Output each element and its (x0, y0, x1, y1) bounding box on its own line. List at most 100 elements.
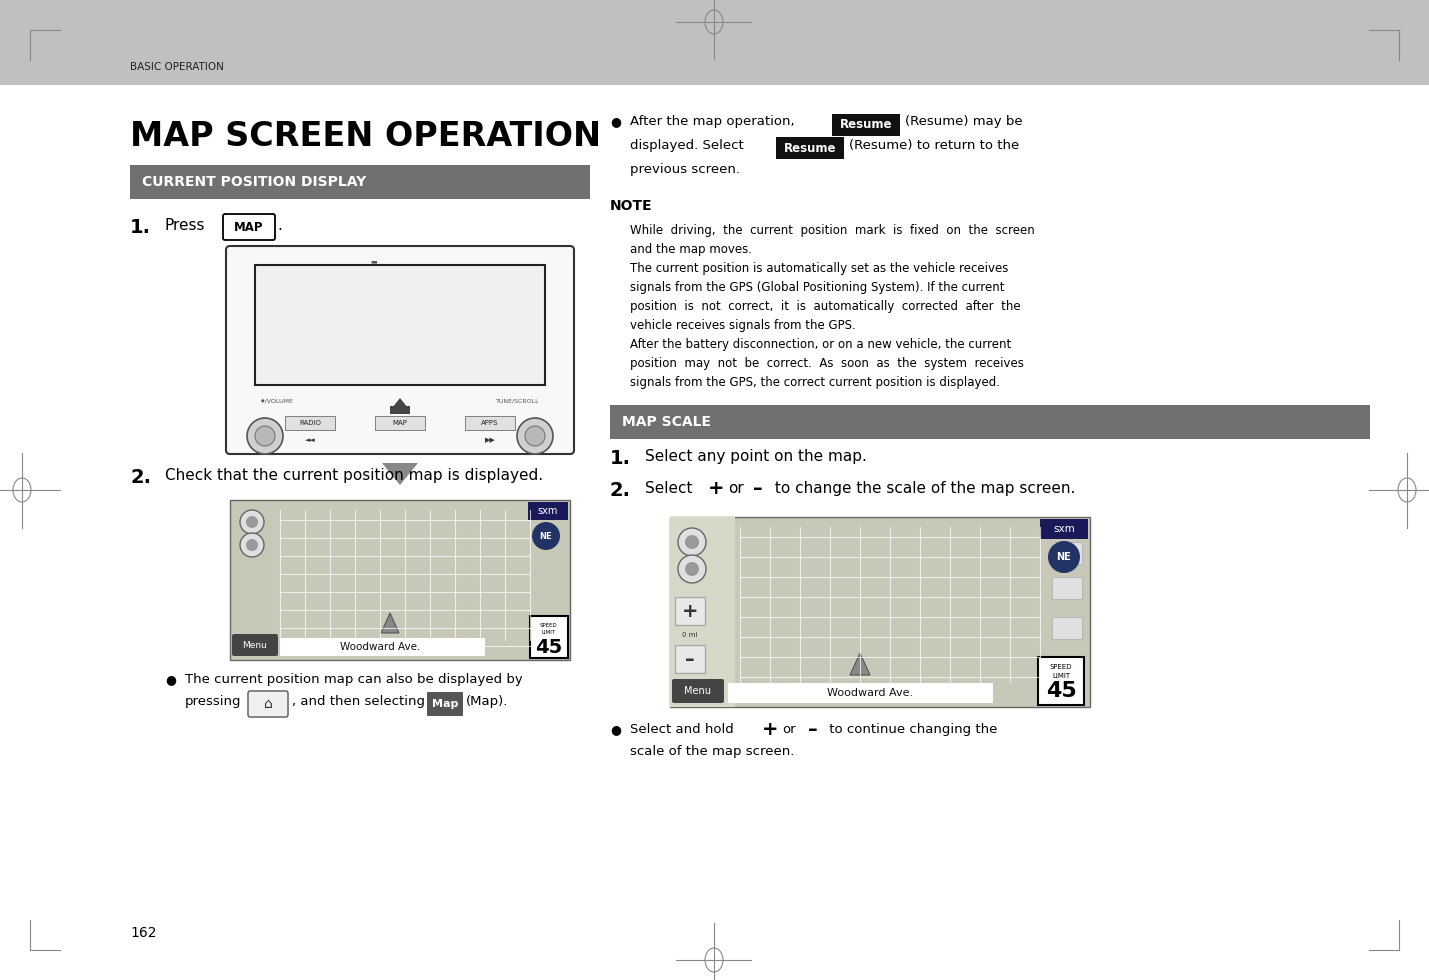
Text: –: – (807, 720, 817, 739)
FancyBboxPatch shape (0, 0, 1429, 85)
Text: Resume: Resume (840, 119, 892, 131)
Text: ●: ● (610, 723, 620, 736)
Text: Select and hold: Select and hold (630, 723, 733, 736)
FancyBboxPatch shape (284, 416, 334, 430)
Text: –: – (684, 650, 694, 668)
Text: SPEED: SPEED (540, 623, 557, 628)
Text: Select: Select (644, 481, 693, 496)
Text: 2.: 2. (610, 481, 632, 500)
Text: 45: 45 (1046, 681, 1076, 701)
FancyBboxPatch shape (249, 691, 289, 717)
Text: sxm: sxm (537, 506, 559, 516)
Text: position  is  not  correct,  it  is  automatically  corrected  after  the: position is not correct, it is automatic… (630, 300, 1020, 313)
Text: signals from the GPS (Global Positioning System). If the current: signals from the GPS (Global Positioning… (630, 281, 1005, 294)
Bar (1052, 577, 1082, 599)
Text: 162: 162 (130, 926, 157, 940)
Text: The current position map can also be displayed by: The current position map can also be dis… (184, 673, 523, 686)
FancyBboxPatch shape (226, 246, 574, 454)
Text: Press: Press (164, 218, 206, 233)
Text: signals from the GPS, the correct current position is displayed.: signals from the GPS, the correct curren… (630, 376, 1000, 389)
Text: ●: ● (610, 115, 620, 128)
FancyBboxPatch shape (464, 416, 514, 430)
Text: pressing: pressing (184, 695, 242, 708)
Text: 45: 45 (536, 638, 563, 657)
Text: The current position is automatically set as the vehicle receives: The current position is automatically se… (630, 262, 1009, 275)
Polygon shape (382, 463, 419, 485)
Circle shape (246, 539, 259, 551)
Text: NE: NE (540, 531, 553, 541)
Circle shape (240, 510, 264, 534)
Text: RADIO: RADIO (299, 420, 322, 426)
Text: ♦/VOLUME: ♦/VOLUME (260, 398, 294, 403)
Text: (Resume) to return to the: (Resume) to return to the (849, 139, 1019, 152)
FancyBboxPatch shape (832, 114, 900, 136)
Text: Select any point on the map.: Select any point on the map. (644, 449, 867, 464)
Text: to change the scale of the map screen.: to change the scale of the map screen. (770, 481, 1076, 496)
FancyBboxPatch shape (1037, 657, 1085, 705)
Polygon shape (392, 398, 409, 408)
Text: Woodward Ave.: Woodward Ave. (827, 688, 913, 698)
Text: After the map operation,: After the map operation, (630, 115, 795, 128)
Circle shape (1047, 541, 1080, 573)
Text: Resume: Resume (783, 141, 836, 155)
Text: (Resume) may be: (Resume) may be (905, 115, 1023, 128)
Circle shape (532, 522, 560, 550)
Circle shape (684, 562, 699, 576)
Text: SPEED: SPEED (1050, 664, 1072, 670)
FancyBboxPatch shape (1040, 519, 1087, 539)
FancyBboxPatch shape (230, 500, 570, 660)
Circle shape (684, 535, 699, 549)
FancyBboxPatch shape (223, 214, 274, 240)
Text: ⌂: ⌂ (263, 697, 273, 711)
Text: MAP: MAP (234, 220, 264, 233)
Circle shape (254, 426, 274, 446)
Text: 1.: 1. (130, 218, 151, 237)
Text: ▬: ▬ (370, 258, 377, 264)
Circle shape (240, 533, 264, 557)
Text: ◄◄: ◄◄ (304, 437, 316, 443)
Text: Woodward Ave.: Woodward Ave. (340, 642, 420, 652)
Text: LIMIT: LIMIT (542, 630, 556, 635)
Text: position  may  not  be  correct.  As  soon  as  the  system  receives: position may not be correct. As soon as … (630, 357, 1023, 370)
FancyBboxPatch shape (670, 517, 1090, 707)
Text: to continue changing the: to continue changing the (825, 723, 997, 736)
FancyBboxPatch shape (530, 616, 567, 658)
FancyBboxPatch shape (672, 679, 725, 703)
Text: previous screen.: previous screen. (630, 163, 740, 176)
FancyBboxPatch shape (670, 517, 735, 707)
Text: APPS: APPS (482, 420, 499, 426)
FancyBboxPatch shape (231, 634, 279, 656)
FancyBboxPatch shape (527, 502, 567, 520)
FancyBboxPatch shape (776, 137, 845, 159)
Text: NE: NE (1056, 552, 1072, 562)
Text: 1.: 1. (610, 449, 632, 468)
FancyBboxPatch shape (280, 638, 484, 656)
Text: 2.: 2. (130, 468, 151, 487)
Text: BASIC OPERATION: BASIC OPERATION (130, 62, 224, 72)
Text: NOTE: NOTE (610, 199, 653, 213)
Text: Menu: Menu (243, 641, 267, 650)
Polygon shape (850, 653, 870, 675)
FancyBboxPatch shape (390, 406, 410, 414)
Polygon shape (382, 613, 399, 633)
Text: MAP SCALE: MAP SCALE (622, 415, 712, 429)
FancyBboxPatch shape (610, 405, 1370, 439)
Text: +: + (682, 602, 699, 620)
FancyBboxPatch shape (427, 692, 463, 716)
FancyBboxPatch shape (674, 597, 704, 625)
Text: CURRENT POSITION DISPLAY: CURRENT POSITION DISPLAY (141, 175, 366, 189)
Circle shape (677, 528, 706, 556)
Text: Menu: Menu (684, 686, 712, 696)
Text: Check that the current position map is displayed.: Check that the current position map is d… (164, 468, 543, 483)
Text: While  driving,  the  current  position  mark  is  fixed  on  the  screen: While driving, the current position mark… (630, 224, 1035, 237)
Text: –: – (753, 479, 763, 498)
Text: MAP SCREEN OPERATION: MAP SCREEN OPERATION (130, 120, 602, 153)
Text: Map: Map (432, 699, 459, 709)
Bar (1052, 542, 1082, 564)
Text: vehicle receives signals from the GPS.: vehicle receives signals from the GPS. (630, 319, 856, 332)
Text: ▶▶: ▶▶ (484, 437, 496, 443)
Text: ●: ● (164, 673, 176, 686)
Text: TUNE/SCROLL: TUNE/SCROLL (496, 398, 540, 403)
FancyBboxPatch shape (130, 165, 590, 199)
Circle shape (517, 418, 553, 454)
